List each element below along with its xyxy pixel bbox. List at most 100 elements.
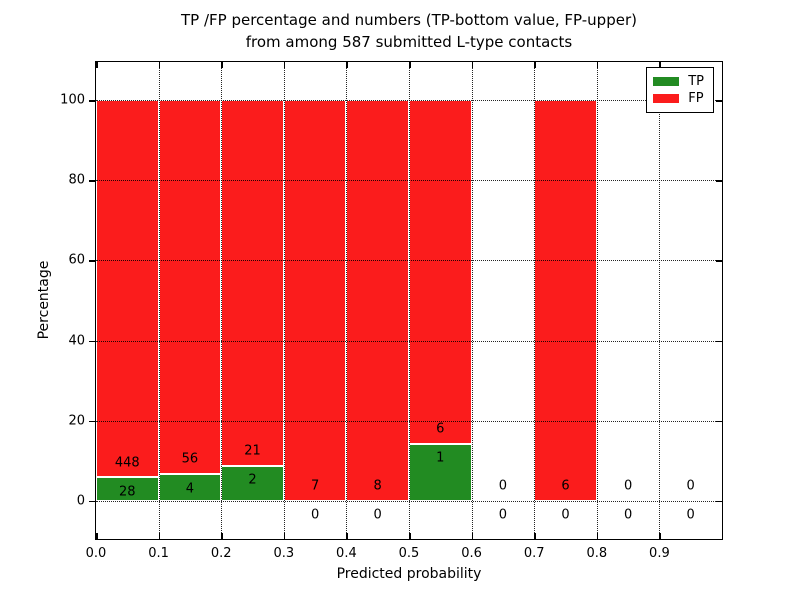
x-tick-mark: [283, 533, 286, 539]
tp-count-label: 0: [498, 507, 508, 523]
y-tick-mark-right: [716, 260, 722, 262]
tp-count-label: 0: [373, 507, 382, 523]
y-tick-label: 100: [60, 92, 85, 108]
fp-count-label: 0: [686, 478, 695, 494]
legend-item-tp: TP: [653, 73, 704, 90]
x-tick-mark: [346, 533, 348, 539]
y-tick-label: 20: [68, 413, 85, 429]
y-tick-label: 0: [76, 493, 85, 509]
fp-count-label: 56: [181, 451, 199, 467]
x-tick-mark: [409, 533, 411, 539]
fp-bar-segment: [96, 100, 159, 478]
gridline-vertical: [346, 62, 348, 539]
gridline-vertical: [409, 62, 410, 539]
y-tick-mark-right: [716, 420, 722, 423]
y-tick-mark: [89, 340, 96, 343]
chart-title: TP /FP percentage and numbers (TP-bottom…: [96, 9, 722, 53]
x-tick-mark-top: [534, 62, 536, 68]
x-tick-mark: [158, 533, 161, 539]
tp-count-label: 0: [310, 507, 320, 523]
x-tick-mark-top: [409, 62, 411, 68]
gridline-vertical: [283, 62, 285, 539]
fp-bar-segment: [534, 100, 597, 501]
fp-bar-segment: [409, 100, 472, 444]
x-tick-label: 0.7: [523, 546, 545, 561]
fp-count-label: 8: [373, 478, 382, 494]
x-tick-mark-top: [96, 62, 98, 68]
chart-title-line-2: from among 587 submitted L-type contacts: [245, 33, 573, 51]
x-tick-mark-top: [596, 62, 599, 68]
y-tick-mark: [89, 260, 96, 262]
tp-count-label: 28: [119, 484, 136, 500]
x-tick-label: 0.4: [336, 546, 357, 561]
gridline-vertical: [659, 62, 661, 539]
x-tick-mark-top: [221, 62, 223, 68]
fp-count-label: 448: [114, 455, 140, 470]
chart-title-line-1: TP /FP percentage and numbers (TP-bottom…: [181, 11, 637, 29]
tp-count-label: 1: [436, 450, 445, 466]
x-tick-mark-top: [471, 62, 474, 68]
fp-bar-segment: [346, 100, 409, 501]
x-tick-mark-top: [346, 62, 348, 68]
x-tick-label: 0.0: [85, 546, 107, 561]
tp-count-label: 0: [686, 507, 695, 523]
x-tick-label: 0.9: [649, 546, 670, 561]
y-axis-label: Percentage: [36, 260, 52, 340]
gridline-vertical: [221, 62, 223, 539]
legend-item-fp: FP: [653, 90, 704, 107]
fp-count-label: 21: [244, 443, 261, 459]
y-tick-label: 40: [68, 333, 85, 349]
x-tick-mark-top: [659, 62, 661, 68]
y-tick-mark: [89, 500, 96, 503]
x-tick-mark: [596, 533, 599, 539]
x-tick-label: 0.2: [210, 546, 232, 561]
x-tick-label: 0.3: [273, 546, 295, 561]
y-tick-mark: [89, 420, 96, 423]
fp-count-label: 0: [623, 478, 633, 494]
fp-bar-segment: [283, 100, 347, 501]
x-tick-label: 0.8: [586, 546, 608, 561]
legend: TP FP: [646, 67, 714, 113]
y-tick-mark-right: [716, 180, 722, 182]
tp-color-swatch: [653, 77, 680, 86]
y-tick-label: 60: [68, 252, 85, 268]
y-tick-mark-right: [716, 100, 722, 102]
y-tick-mark-right: [716, 340, 722, 343]
tp-count-label: 2: [248, 472, 257, 488]
x-tick-mark-top: [283, 62, 286, 68]
legend-label-tp: TP: [688, 74, 704, 89]
y-tick-mark: [89, 180, 96, 182]
fp-color-swatch: [653, 94, 680, 103]
y-tick-mark: [89, 100, 96, 102]
tp-count-label: 0: [623, 507, 633, 523]
x-tick-mark: [221, 533, 223, 539]
tp-count-label: 4: [185, 481, 195, 497]
tp-bar-segment: [221, 466, 284, 501]
gridline-vertical: [596, 62, 598, 539]
x-tick-label: 0.1: [148, 546, 169, 561]
fp-bar-segment: [158, 100, 222, 475]
tp-count-label: 0: [561, 507, 570, 523]
legend-label-fp: FP: [688, 91, 704, 106]
fp-count-label: 6: [561, 478, 570, 494]
gridline-vertical: [534, 62, 536, 539]
x-tick-mark: [96, 533, 98, 539]
tp-bar-segment: [96, 477, 159, 501]
fp-count-label: 0: [498, 478, 508, 494]
y-tick-label: 80: [68, 172, 85, 188]
x-axis-label: Predicted probability: [336, 566, 482, 582]
y-tick-mark-right: [716, 500, 722, 503]
x-tick-label: 0.6: [461, 546, 482, 561]
gridline-vertical: [471, 62, 473, 539]
fp-bar-segment: [221, 100, 284, 467]
x-tick-mark-top: [158, 62, 161, 68]
fp-count-label: 6: [436, 421, 445, 437]
plot-area: TP FP 0.0 0.1 0.2 0.3 0.4 0.5 0.6 0.7 0.8 0.9 0 20 4…: [60, 61, 723, 561]
x-tick-label: 0.5: [398, 546, 420, 561]
x-tick-mark: [534, 533, 536, 539]
x-tick-mark: [659, 533, 661, 539]
gridline-vertical: [158, 62, 160, 539]
fp-count-label: 7: [310, 478, 320, 494]
x-tick-mark: [471, 533, 474, 539]
